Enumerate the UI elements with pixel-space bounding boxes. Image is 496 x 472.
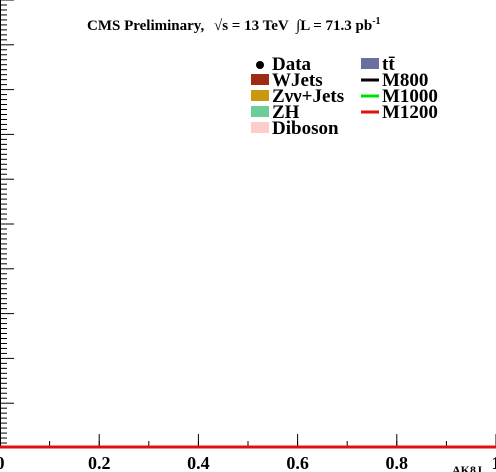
legend-label: Zνν+Jets — [272, 86, 344, 107]
title-lumi: ∫L = 71.3 pb — [295, 18, 372, 34]
legend-entry: M1000 — [361, 86, 438, 107]
title-energy: s = 13 TeV — [222, 18, 289, 34]
legend-label: ZH — [272, 102, 300, 123]
legend-entry: Data — [256, 54, 312, 75]
legend-entry: tt̄ — [361, 54, 395, 75]
legend-entry: M800 — [361, 70, 428, 91]
legend-entry: ZH — [251, 102, 300, 123]
legend-entry: Diboson — [251, 118, 339, 139]
legend-label: M1000 — [382, 86, 438, 107]
legend-label: WJets — [272, 70, 323, 91]
legend-label: tt̄ — [382, 54, 395, 75]
x-tick-label: 0.2 — [88, 453, 111, 472]
legend-swatch — [251, 74, 269, 85]
x-axis-label: AK8J — [452, 463, 482, 472]
legend: Data tt̄ WJets M800 Zνν+Jets M1000 ZH M1200 Dibo… — [251, 54, 438, 139]
x-tick-label: 0.8 — [386, 453, 409, 472]
x-tick-label: 0 — [0, 453, 5, 472]
legend-entry: Zνν+Jets — [251, 86, 344, 107]
x-tick-label: 0.4 — [187, 453, 210, 472]
lumi-exponent: -1 — [372, 16, 380, 27]
x-axis: 0 0.2 0.4 0.6 0.8 1 — [0, 434, 496, 472]
legend-entry: WJets — [251, 70, 323, 91]
chart-title: CMS Preliminary, √s = 13 TeV ∫L = 71.3 p… — [87, 16, 381, 34]
legend-swatch — [251, 106, 269, 117]
sqrt-symbol: √ — [214, 18, 223, 34]
legend-swatch — [361, 58, 379, 69]
legend-label: Data — [272, 54, 312, 75]
legend-swatch — [251, 90, 269, 101]
legend-label: Diboson — [272, 118, 339, 139]
title-prefix: CMS Preliminary, — [87, 18, 204, 34]
legend-swatch — [251, 122, 269, 133]
legend-label: M800 — [382, 70, 428, 91]
legend-entry: M1200 — [361, 102, 438, 123]
x-tick-label: 0.6 — [286, 453, 309, 472]
legend-marker — [256, 61, 264, 69]
y-axis — [0, 0, 14, 449]
x-tick-label: 1 — [492, 453, 496, 472]
legend-label: M1200 — [382, 102, 438, 123]
